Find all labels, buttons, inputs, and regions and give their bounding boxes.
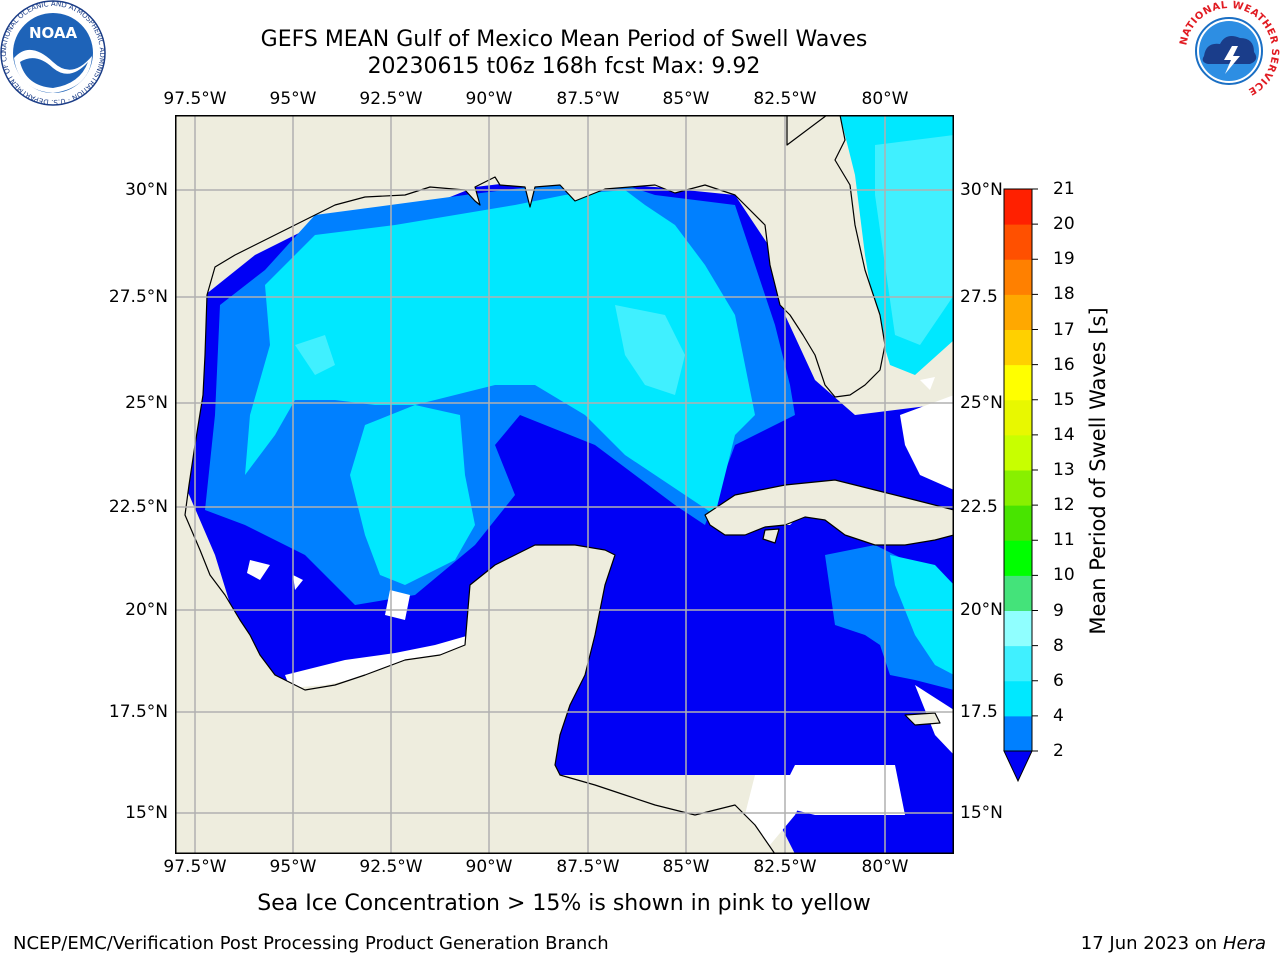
- colorbar-swatch: [1004, 224, 1032, 260]
- lon-label-bottom: 80°W: [861, 857, 909, 877]
- caribbean-region-4-6: [890, 555, 954, 675]
- lat-label-right: 25°N: [960, 393, 1003, 413]
- coast-jamaica: [904, 712, 941, 726]
- lon-label-top: 90°W: [465, 89, 513, 109]
- colorbar-level-label: 4: [1053, 705, 1064, 726]
- lat-label-left: 17.5°N: [108, 702, 168, 722]
- lat-label-right: 22.5: [960, 497, 998, 517]
- lon-label-top: 97.5°W: [163, 89, 227, 109]
- colorbar-level-label: 12: [1053, 495, 1075, 516]
- coast-isle-of-youth: [762, 528, 780, 544]
- footer-date-text: 17 Jun 2023 on: [1080, 933, 1218, 954]
- footer-host: Hera: [1222, 933, 1266, 954]
- gulf-region-4-6-west: [350, 405, 475, 585]
- lon-label-bottom: 92.5°W: [359, 857, 423, 877]
- atlantic-east: [840, 115, 954, 375]
- coastlines: [175, 115, 954, 854]
- colorbar-frame: [1003, 188, 1033, 752]
- colorbar-swatch: [1004, 715, 1032, 752]
- sea-ice-note: Sea Ice Concentration > 15% is shown in …: [257, 891, 871, 916]
- lat-label-left: 20°N: [125, 600, 168, 620]
- colorbar-level-label: 9: [1053, 600, 1064, 621]
- colorbar-swatch: [1004, 294, 1032, 330]
- footer-date: 17 Jun 2023 on Hera: [1081, 933, 1266, 954]
- colorbar-level-label: 21: [1053, 179, 1075, 199]
- colorbar-level-label: 8: [1053, 635, 1064, 656]
- chart-subtitle: 20230615 t06z 168h fcst Max: 9.92: [367, 54, 761, 79]
- colorbar-level-label: 17: [1053, 319, 1075, 340]
- colorbar-level-label: 13: [1053, 460, 1075, 480]
- gulf-region-4-6: [245, 190, 755, 515]
- gulf-region-6-8-b: [295, 335, 335, 375]
- colorbar-level-label: 10: [1053, 565, 1075, 586]
- lon-label-bottom: 85°W: [662, 857, 710, 877]
- lon-label-bottom: 87.5°W: [556, 857, 620, 877]
- lon-label-top: 80°W: [861, 89, 909, 109]
- lon-label-top: 92.5°W: [359, 89, 423, 109]
- colorbar-swatch: [1004, 189, 1032, 225]
- atlantic-region-6-8: [875, 135, 954, 345]
- lon-label-bottom: 82.5°W: [753, 857, 817, 877]
- lat-label-left: 15°N: [125, 803, 168, 823]
- colorbar-swatch: [1004, 259, 1032, 295]
- coast-florida: [175, 115, 886, 854]
- lat-label-right: 15°N: [960, 803, 1003, 823]
- lat-label-left: 22.5°N: [108, 497, 168, 517]
- gulf-region-6-8-a: [615, 305, 685, 395]
- lon-label-top: 82.5°W: [753, 89, 817, 109]
- colorbar-level-label: 14: [1053, 424, 1075, 445]
- colorbar-level-label: 16: [1053, 354, 1075, 375]
- colorbar-swatch: [1004, 540, 1032, 576]
- colorbar-swatch: [1004, 645, 1032, 682]
- colorbar-swatch: [1004, 434, 1032, 471]
- graticule: [175, 115, 954, 854]
- lon-label-top: 87.5°W: [556, 89, 620, 109]
- lat-label-right: 30°N: [960, 180, 1003, 200]
- colorbar-level-label: 20: [1053, 214, 1075, 235]
- coast-cuba: [704, 479, 954, 546]
- noaa-logo-text: NOAA: [29, 24, 78, 42]
- colorbar-swatch: [1004, 505, 1032, 541]
- colorbar-swatch: [1004, 680, 1032, 717]
- colorbar-level-label: 15: [1053, 389, 1075, 410]
- lon-label-bottom: 95°W: [269, 857, 317, 877]
- colorbar-swatch: [1004, 610, 1032, 647]
- colorbar-level-label: 11: [1053, 530, 1075, 551]
- lon-label-top: 85°W: [662, 89, 710, 109]
- colorbar-swatch: [1004, 364, 1032, 401]
- colorbar-swatch: [1004, 470, 1032, 506]
- nws-logo: NATIONAL WEATHER SERVICE: [1178, 0, 1280, 101]
- colorbar: [1003, 188, 1038, 783]
- footer-credit: NCEP/EMC/Verification Post Processing Pr…: [13, 933, 609, 954]
- lon-label-bottom: 90°W: [465, 857, 513, 877]
- noaa-logo: NATIONAL OCEANIC AND ATMOSPHERIC ADMINIS…: [0, 0, 106, 106]
- colorbar-swatch: [1004, 329, 1032, 366]
- colorbar-level-label: 18: [1053, 284, 1075, 305]
- map-plot: [175, 115, 954, 854]
- lat-label-left: 27.5°N: [108, 287, 168, 307]
- lat-label-right: 20°N: [960, 600, 1003, 620]
- lat-label-left: 30°N: [125, 180, 168, 200]
- colorbar-level-label: 19: [1053, 249, 1075, 270]
- lon-label-bottom: 97.5°W: [163, 857, 227, 877]
- colorbar-swatch: [1004, 399, 1032, 436]
- lat-label-right: 17.5: [960, 702, 998, 722]
- lat-label-left: 25°N: [125, 393, 168, 413]
- colorbar-level-label: 2: [1053, 741, 1064, 761]
- lon-label-top: 95°W: [269, 89, 317, 109]
- colorbar-title: Mean Period of Swell Waves [s]: [1086, 307, 1110, 635]
- colorbar-extend-arrow: [1003, 750, 1033, 783]
- chart-title: GEFS MEAN Gulf of Mexico Mean Period of …: [260, 27, 868, 52]
- lat-label-right: 27.5: [960, 287, 998, 307]
- colorbar-swatch: [1004, 575, 1032, 611]
- map-frame: [175, 115, 954, 854]
- colorbar-level-label: 6: [1053, 670, 1064, 691]
